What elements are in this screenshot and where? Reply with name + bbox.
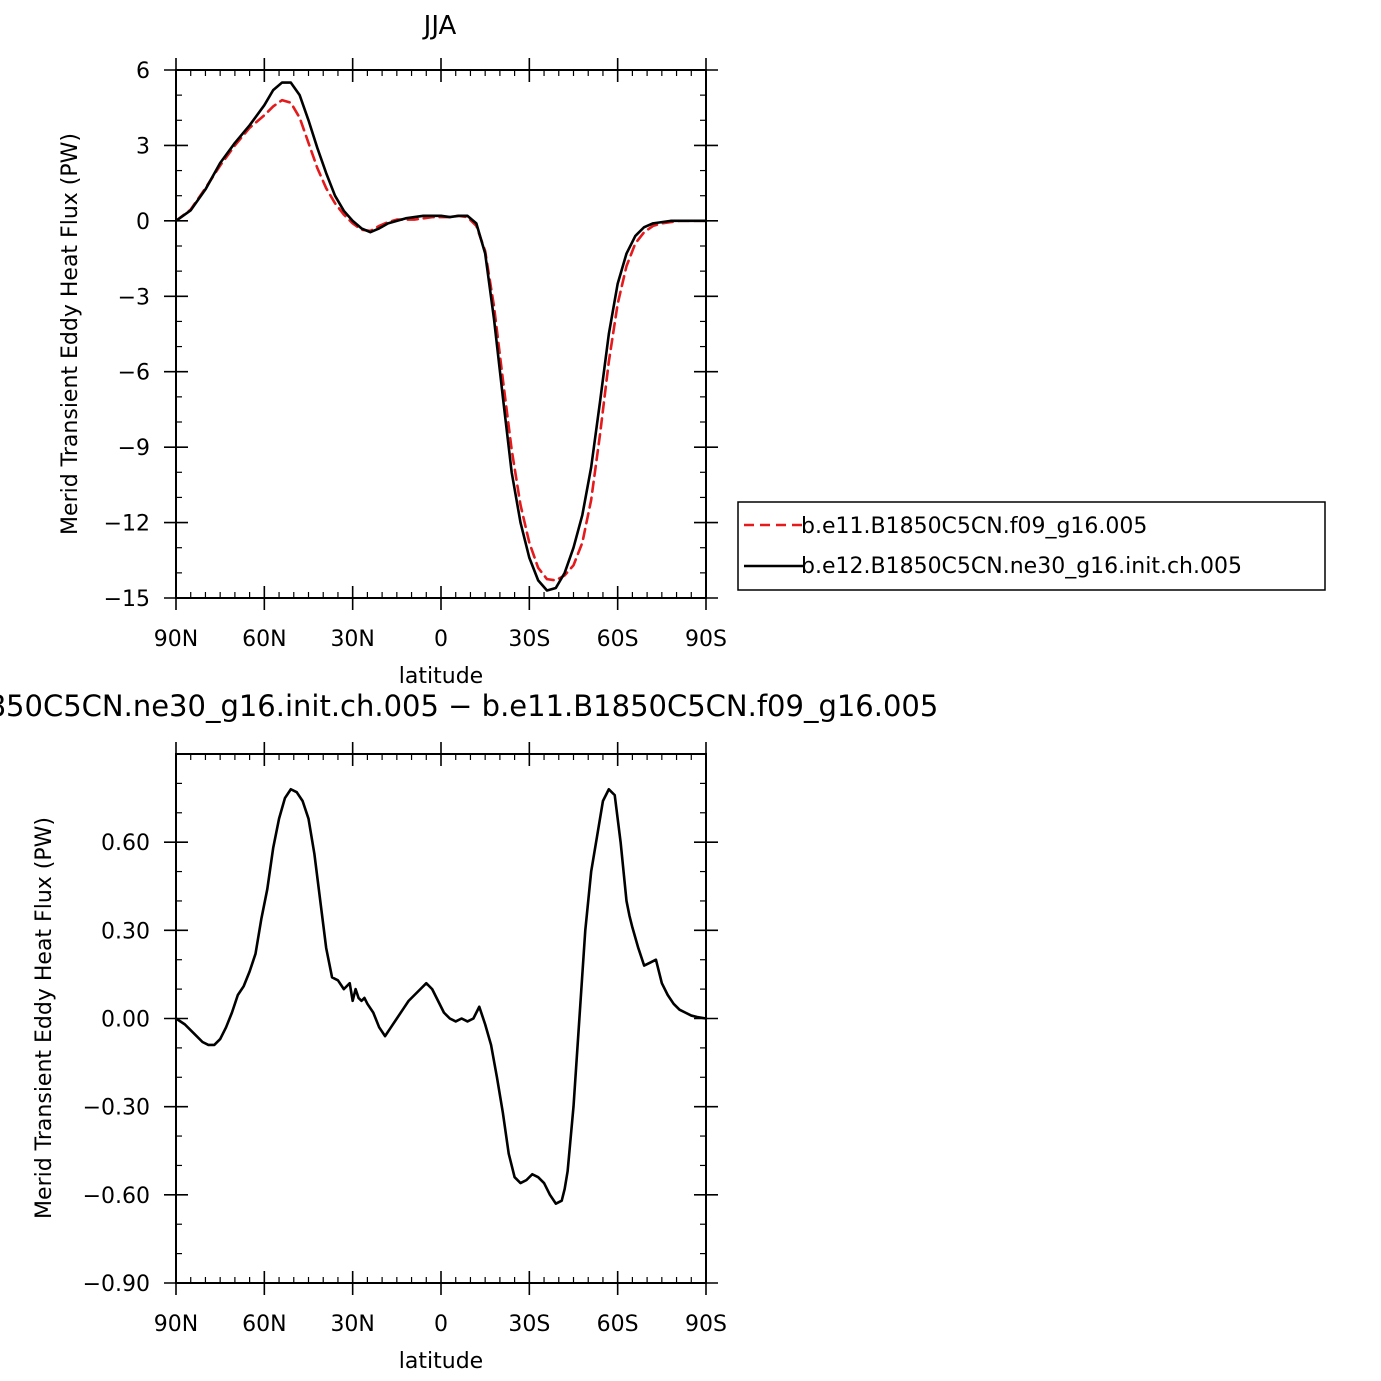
bottom-panel-major-ticks <box>164 742 718 1295</box>
bottom-panel-series-line-1 <box>174 787 708 1205</box>
bottom-panel-x-tick-label: 0 <box>434 1312 448 1337</box>
top-panel-y-tick-label: −12 <box>104 512 150 537</box>
legend: b.e11.B1850C5CN.f09_g16.005 b.e12.B1850C… <box>737 501 1326 591</box>
bottom-panel-y-tick-labels: 0.60 0.30 0.00 −0.30 −0.60 −0.90 <box>83 831 150 1297</box>
bottom-panel-series-group <box>174 787 708 1205</box>
top-panel-major-ticks <box>164 58 718 610</box>
top-panel-y-tick-label: 0 <box>136 210 150 235</box>
top-panel-x-tick-label: 0 <box>434 627 448 652</box>
bottom-panel-x-tick-label: 30S <box>508 1312 550 1337</box>
top-panel-y-tick-label: −15 <box>104 587 150 612</box>
top-panel-y-axis-label: Merid Transient Eddy Heat Flux (PW) <box>58 133 83 535</box>
bottom-panel-x-tick-label: 90N <box>154 1312 198 1337</box>
top-panel-x-tick-label: 90S <box>685 627 727 652</box>
bottom-panel-minor-ticks <box>176 753 706 1283</box>
top-panel-x-tick-label: 60S <box>597 627 639 652</box>
legend-box <box>737 501 1326 591</box>
bottom-panel: b.e12.B1850C5CN.ne30_g16.init.ch.005 − b… <box>0 689 938 1374</box>
top-panel-plot-frame <box>175 69 707 599</box>
top-panel-y-tick-label: −9 <box>118 436 150 461</box>
bottom-panel-x-tick-label: 30N <box>330 1312 374 1337</box>
top-panel-series-line-2 <box>174 81 708 592</box>
top-panel-series-group <box>174 81 708 592</box>
top-panel-y-tick-label: 3 <box>136 134 150 159</box>
bottom-panel-y-axis-label: Merid Transient Eddy Heat Flux (PW) <box>32 817 57 1219</box>
bottom-panel-x-axis-label: latitude <box>399 1349 483 1374</box>
legend-label-series-1: b.e11.B1850C5CN.f09_g16.005 <box>801 514 1147 539</box>
bottom-panel-x-tick-label: 60S <box>597 1312 639 1337</box>
top-panel-title: JJA <box>422 11 457 41</box>
legend-label-series-2: b.e12.B1850C5CN.ne30_g16.init.ch.005 <box>801 554 1242 579</box>
top-panel-y-tick-label: −3 <box>118 285 150 310</box>
bottom-panel-y-tick-label: −0.60 <box>83 1184 150 1209</box>
bottom-panel-x-tick-label: 90S <box>685 1312 727 1337</box>
top-panel: JJA 90N 60N 30N 0 30S 60S 90S 630−3−6−9−12−15 … <box>58 11 1326 689</box>
top-panel-x-tick-label: 60N <box>242 627 286 652</box>
bottom-panel-x-tick-labels: 90N 60N 30N 0 30S 60S 90S <box>154 1312 727 1337</box>
bottom-panel-y-tick-label: 0.30 <box>101 919 150 944</box>
bottom-panel-y-tick-label: −0.90 <box>83 1272 150 1297</box>
top-panel-x-tick-label: 30N <box>330 627 374 652</box>
bottom-panel-title: b.e12.B1850C5CN.ne30_g16.init.ch.005 − b… <box>0 689 938 723</box>
top-panel-x-tick-label: 90N <box>154 627 198 652</box>
bottom-panel-x-tick-label: 60N <box>242 1312 286 1337</box>
top-panel-series-line-1 <box>174 98 708 582</box>
top-panel-y-tick-label: −6 <box>118 361 150 386</box>
top-panel-x-tick-label: 30S <box>508 627 550 652</box>
bottom-panel-y-tick-label: 0.60 <box>101 831 150 856</box>
top-panel-x-tick-labels: 90N 60N 30N 0 30S 60S 90S <box>154 627 727 652</box>
top-panel-x-axis-label: latitude <box>399 664 483 689</box>
top-panel-minor-ticks <box>176 70 706 598</box>
bottom-panel-y-tick-label: −0.30 <box>83 1096 150 1121</box>
bottom-panel-y-tick-label: 0.00 <box>101 1008 150 1033</box>
top-panel-y-tick-label: 6 <box>136 59 150 84</box>
top-panel-y-tick-labels: 6 3 0 −3 −6 −9 −12 −15 <box>104 59 150 612</box>
bottom-panel-plot-frame <box>175 753 707 1284</box>
